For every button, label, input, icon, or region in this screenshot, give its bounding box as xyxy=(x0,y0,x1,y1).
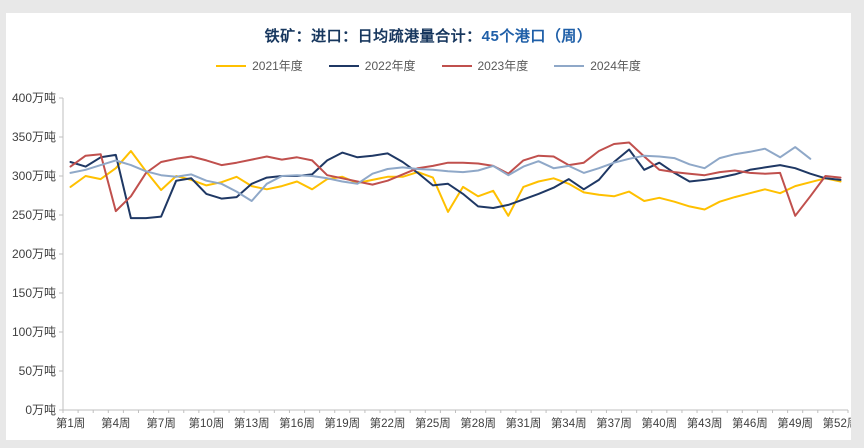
x-tick-label: 第43周 xyxy=(687,416,723,430)
x-tick-label: 第49周 xyxy=(777,416,813,430)
chart-legend: 2021年度 2022年度 2023年度 2024年度 xyxy=(6,57,851,74)
y-tick-label: 250万吨 xyxy=(12,208,56,222)
x-tick-label: 第4周 xyxy=(101,416,130,430)
x-tick-label: 第52周 xyxy=(823,416,851,430)
series-line-2021年度 xyxy=(69,150,842,217)
legend-item: 2024年度 xyxy=(554,57,641,74)
x-tick-label: 第25周 xyxy=(415,416,451,430)
legend-label: 2023年度 xyxy=(477,59,529,73)
y-tick-label: 0万吨 xyxy=(25,403,56,417)
legend-item: 2021年度 xyxy=(216,57,303,74)
x-tick-label: 第13周 xyxy=(234,416,270,430)
legend-line-swatch xyxy=(441,64,472,67)
chart-title-highlight: 45个港口（周） xyxy=(481,28,593,45)
series-line-2023年度 xyxy=(69,141,842,217)
legend-label: 2022年度 xyxy=(364,59,416,73)
x-tick-label: 第7周 xyxy=(146,416,175,430)
x-tick-label: 第40周 xyxy=(641,416,677,430)
chart-title: 铁矿：进口：日均疏港量合计：45个港口（周） xyxy=(6,25,851,46)
x-tick-label: 第31周 xyxy=(506,416,542,430)
y-tick-label: 50万吨 xyxy=(19,364,56,378)
legend-item: 2022年度 xyxy=(328,57,416,74)
chart-title-main: 铁矿：进口：日均疏港量合计： xyxy=(264,28,482,45)
legend-label: 2024年度 xyxy=(590,59,641,73)
x-tick-label: 第1周 xyxy=(56,416,85,430)
legend-label: 2021年度 xyxy=(252,59,303,73)
legend-line-swatch xyxy=(216,64,247,67)
x-tick-label: 第34周 xyxy=(551,416,587,430)
legend-item: 2023年度 xyxy=(441,57,529,74)
x-tick-label: 第19周 xyxy=(324,416,360,430)
y-tick-label: 150万吨 xyxy=(12,286,56,300)
x-tick-label: 第28周 xyxy=(460,416,496,430)
legend-line-swatch xyxy=(554,64,585,67)
x-tick-label: 第46周 xyxy=(732,416,768,430)
legend-line-swatch xyxy=(328,64,359,67)
y-tick-label: 400万吨 xyxy=(12,91,56,105)
chart-panel: 0万吨 50万吨 100万吨 150万吨 200万吨 250万吨 300万吨 350万吨 400… xyxy=(6,13,851,440)
x-tick-label: 第16周 xyxy=(279,416,315,430)
series-line-2022年度 xyxy=(69,148,842,220)
series-line-2024年度 xyxy=(69,146,812,202)
y-tick-label: 300万吨 xyxy=(12,169,56,183)
y-tick-label: 100万吨 xyxy=(12,325,56,339)
x-tick-label: 第37周 xyxy=(596,416,632,430)
line-chart: 0万吨 50万吨 100万吨 150万吨 200万吨 250万吨 300万吨 350万吨 400… xyxy=(12,91,851,430)
x-tick-label: 第10周 xyxy=(189,416,225,430)
y-tick-label: 350万吨 xyxy=(12,130,56,144)
y-tick-label: 200万吨 xyxy=(12,247,56,261)
x-tick-label: 第22周 xyxy=(370,416,406,430)
